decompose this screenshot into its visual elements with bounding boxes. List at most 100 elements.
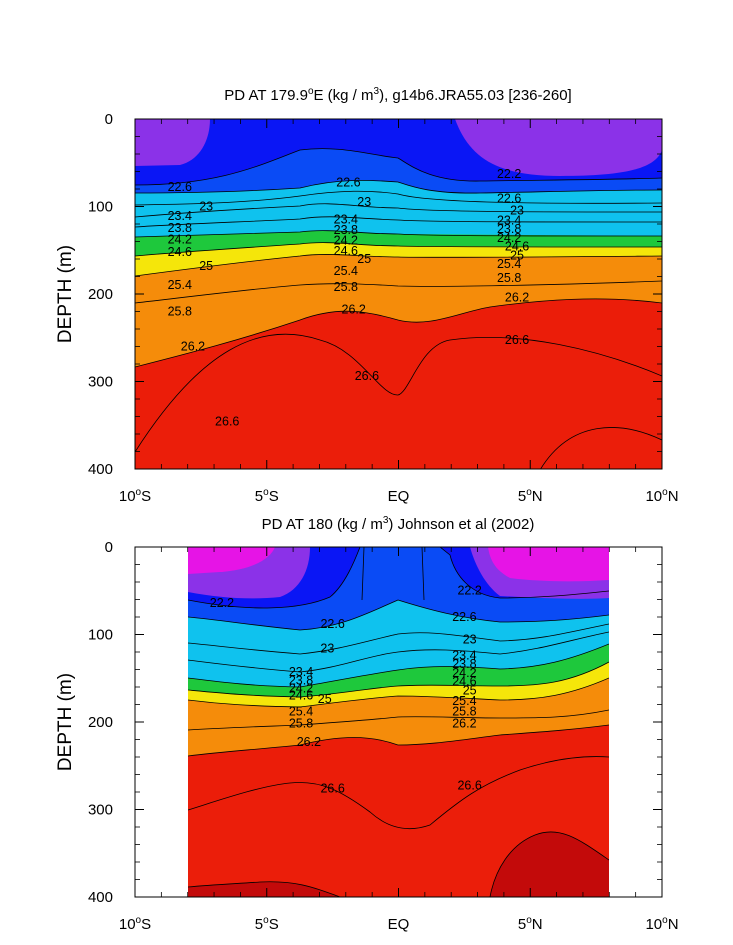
x-tick-hemisphere: S	[141, 488, 151, 505]
contour-field-bottom	[188, 547, 609, 897]
x-tick-label: 5oN	[518, 915, 543, 933]
contour-label: 22.6	[336, 176, 360, 190]
contour-label: 22.2	[210, 596, 234, 610]
x-tick-num: EQ	[388, 916, 410, 933]
contour-label: 23.8	[334, 223, 358, 237]
contour-label: 24.2	[289, 682, 313, 696]
fill-band-mid-b	[362, 547, 424, 600]
x-tick-label: 10oN	[645, 915, 678, 933]
y-tick-label: 100	[88, 199, 113, 216]
y-tick-label: 400	[88, 461, 113, 478]
contour-label: 24.6	[289, 689, 313, 703]
contour-label: 22.2	[497, 167, 521, 181]
contour-label: 25	[463, 683, 477, 697]
contour-label: 24.6	[334, 244, 358, 258]
contour-labels-top: 22.222.6 22.622.623 232323.423.824.224.623…	[168, 167, 530, 429]
panel-top: PD AT 179.9oE (kg / m3), g14b6.JRA55.03 …	[55, 86, 679, 505]
x-tick-degree: o	[136, 915, 142, 926]
x-tick-label: 10oS	[119, 487, 151, 505]
contour-label: 23	[357, 195, 371, 209]
contour-label: 26.2	[297, 735, 321, 749]
x-tick-hemisphere: S	[141, 916, 151, 933]
x-tick-label: 10oS	[119, 915, 151, 933]
contour-label: 25	[199, 259, 213, 273]
x-tick-label: EQ	[388, 916, 410, 933]
contour-label: 25.4	[452, 694, 476, 708]
contour-field-top	[135, 119, 662, 469]
x-tick-degree: o	[526, 915, 532, 926]
y-tick-label: 300	[88, 374, 113, 391]
y-tick-label: 400	[88, 889, 113, 906]
contour-label: 22.6	[320, 617, 344, 631]
x-tick-num: 10	[645, 488, 662, 505]
y-tick-label: 200	[88, 286, 113, 303]
contour-label: 23	[199, 199, 213, 213]
fill-band-low-right	[455, 119, 662, 176]
y-tick-label: 300	[88, 802, 113, 819]
contour-label: 23	[320, 641, 334, 655]
x-tick-num: EQ	[388, 488, 410, 505]
contour-label: 25.8	[168, 304, 192, 318]
contour-label: 22.6	[452, 610, 476, 624]
x-tick-hemisphere: S	[269, 916, 279, 933]
contour-lines-bottom	[188, 547, 609, 897]
x-tick-num: 5	[518, 488, 526, 505]
y-tick-label: 0	[105, 111, 113, 128]
contour-label: 24.2	[168, 233, 192, 247]
x-tick-hemisphere: N	[532, 488, 543, 505]
contour-label: 23.4	[168, 209, 192, 223]
x-tick-hemisphere: N	[668, 916, 679, 933]
x-tick-degree: o	[526, 487, 532, 498]
x-tick-num: 5	[518, 916, 526, 933]
x-tick-degree: o	[263, 487, 269, 498]
contour-label: 22.6	[497, 191, 521, 205]
contour-label: 23.8	[168, 221, 192, 235]
contour-label: 25.4	[168, 278, 192, 292]
contour-label: 26.6	[355, 369, 379, 383]
contour-label: 24.2	[452, 666, 476, 680]
x-tick-hemisphere: N	[668, 488, 679, 505]
contour-label: 23.8	[497, 222, 521, 236]
fill-band-magenta-right	[488, 547, 609, 582]
x-tick-num: 5	[255, 916, 263, 933]
contour-label: 25	[357, 252, 371, 266]
fill-band-magenta-left	[188, 547, 275, 574]
y-tick-label: 0	[105, 539, 113, 556]
contour-label: 26.6	[215, 415, 239, 429]
x-tick-num: 10	[119, 488, 136, 505]
x-tick-label: 10oN	[645, 487, 678, 505]
contour-label: 23.4	[452, 648, 476, 662]
x-tick-num: 10	[645, 916, 662, 933]
contour-label: 26.2	[505, 290, 529, 304]
x-tick-label: 5oN	[518, 487, 543, 505]
y-tick-label: 200	[88, 714, 113, 731]
contour-label: 26.2	[181, 339, 205, 353]
contour-label: 25.8	[334, 280, 358, 294]
contour-label: 25.4	[334, 264, 358, 278]
x-tick-hemisphere: S	[269, 488, 279, 505]
contour-lines-top	[135, 148, 662, 469]
panel-bottom: PD AT 180 (kg / m3) Johnson et al (2002)	[55, 515, 679, 933]
y-axis-label-top: DEPTH (m)	[55, 245, 76, 343]
contour-label: 23.4	[289, 665, 313, 679]
fill-band-low-left	[135, 119, 210, 166]
y-tick-label: 100	[88, 627, 113, 644]
contour-label: 25	[510, 248, 524, 262]
contour-label: 23.4	[334, 212, 358, 226]
y-axis-label-bottom: DEPTH (m)	[55, 673, 76, 771]
contour-label: 26.6	[457, 779, 481, 793]
contour-label: 23.8	[452, 657, 476, 671]
x-tick-degree: o	[662, 487, 668, 498]
contour-label: 24.6	[505, 240, 529, 254]
x-tick-num: 5	[255, 488, 263, 505]
contour-label: 25.4	[289, 704, 313, 718]
x-tick-degree: o	[662, 915, 668, 926]
contour-label: 24.6	[168, 245, 192, 259]
contour-label: 25.8	[289, 717, 313, 731]
contour-label: 26.2	[452, 717, 476, 731]
x-tick-label: 5oS	[255, 915, 279, 933]
